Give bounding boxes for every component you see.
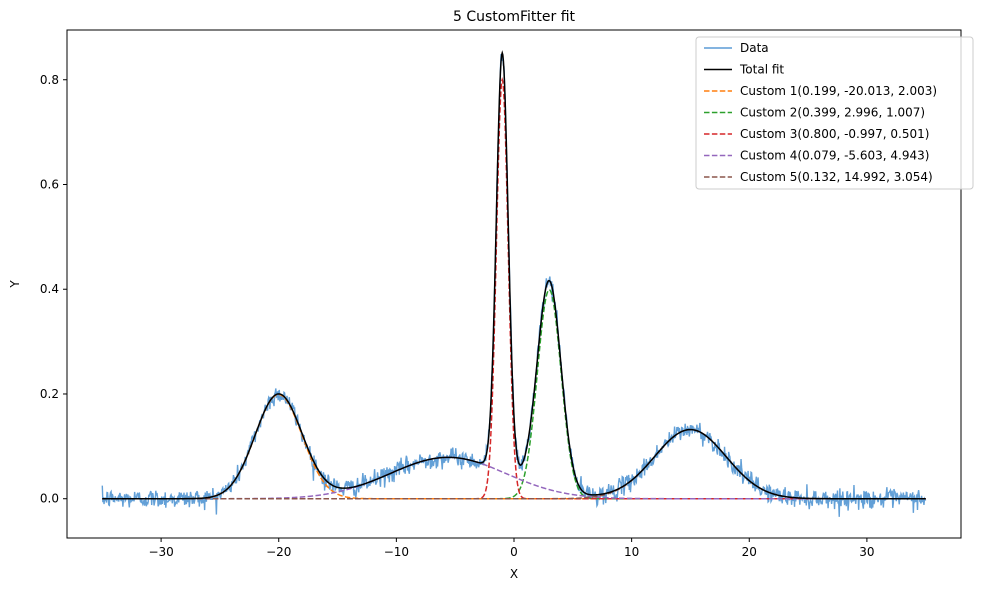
y-tick-label: 0.4 — [40, 282, 59, 296]
x-tick-label: 10 — [624, 545, 639, 559]
x-tick-label: −30 — [148, 545, 173, 559]
legend-label-component-3: Custom 3(0.800, -0.997, 0.501) — [740, 127, 929, 141]
y-tick-label: 0.8 — [40, 73, 59, 87]
legend-label-component-5: Custom 5(0.132, 14.992, 3.054) — [740, 170, 933, 184]
x-tick-label: −20 — [266, 545, 291, 559]
legend: Data Total fit Custom 1(0.199, -20.013, 2.… — [695, 36, 974, 190]
y-tick-label: 0.6 — [40, 177, 59, 191]
legend-label-component-1: Custom 1(0.199, -20.013, 2.003) — [740, 84, 937, 98]
x-tick-label: 0 — [510, 545, 518, 559]
y-tick-label: 0.0 — [40, 492, 59, 506]
total-fit-line — [102, 50, 926, 500]
legend-frame — [695, 36, 974, 190]
x-tick-label: 20 — [742, 545, 757, 559]
legend-label-component-4: Custom 4(0.079, -5.603, 4.943) — [740, 149, 929, 163]
legend-label-total-fit: Total fit — [739, 63, 784, 77]
x-tick-label: −10 — [384, 545, 409, 559]
y-axis-label: Y — [8, 280, 22, 289]
chart-title: 5 CustomFitter fit — [453, 9, 576, 25]
y-tick-label: 0.2 — [40, 387, 59, 401]
x-axis: −30 −20 −10 0 10 20 30 — [148, 538, 875, 559]
x-tick-label: 30 — [859, 545, 874, 559]
x-axis-label: X — [510, 567, 518, 581]
legend-label-component-2: Custom 2(0.399, 2.996, 1.007) — [740, 106, 925, 120]
y-axis: 0.0 0.2 0.4 0.6 0.8 — [40, 73, 67, 506]
legend-label-data: Data — [740, 41, 769, 55]
